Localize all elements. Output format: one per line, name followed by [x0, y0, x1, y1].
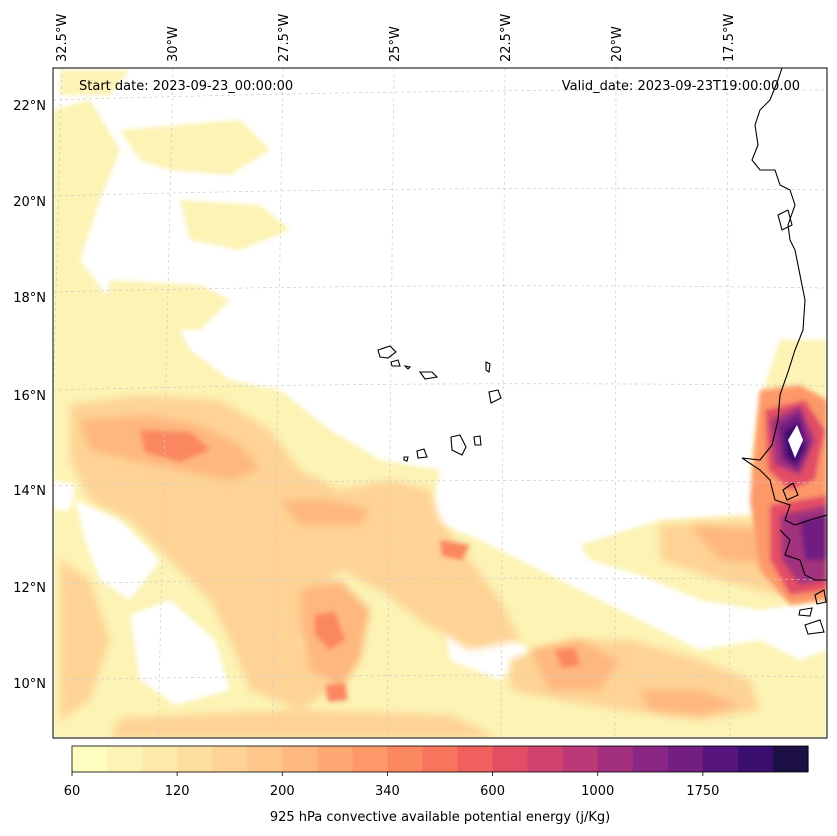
- map-frame: [52, 67, 828, 739]
- colorbar-swatch-12: [492, 746, 529, 772]
- latitude-labels: 22°N 20°N 18°N 16°N 14°N 12°N 10°N: [13, 99, 46, 692]
- colorbar-swatch-18: [702, 746, 739, 772]
- lon-label-4: 22.5°W: [499, 14, 514, 62]
- colorbar-tick-label-6: 1750: [686, 784, 719, 799]
- map-gridlines: [53, 68, 827, 738]
- colorbar-swatches: [72, 746, 809, 772]
- colorbar-tick-label-2: 200: [270, 784, 295, 799]
- colorbar-swatch-15: [597, 746, 634, 772]
- colorbar-tick-label-0: 60: [64, 784, 81, 799]
- lat-label-6: 10°N: [13, 677, 46, 692]
- colorbar-swatch-1: [107, 746, 143, 772]
- colorbar-ticks: 60 120 200 340 600 1000 1750: [64, 772, 719, 799]
- start-date-label: Start date: 2023-09-23_00:00:00: [79, 79, 293, 94]
- lon-label-5: 20°W: [610, 26, 625, 62]
- colorbar-swatch-5: [247, 746, 283, 772]
- colorbar-swatch-14: [562, 746, 599, 772]
- lat-label-1: 20°N: [13, 195, 46, 210]
- colorbar-swatch-10: [422, 746, 459, 772]
- lon-label-3: 25°W: [388, 26, 403, 62]
- colorbar-swatch-6: [282, 746, 318, 772]
- colorbar-tick-label-5: 1000: [581, 784, 614, 799]
- lat-label-2: 18°N: [13, 291, 46, 306]
- cape-contour-field: [53, 70, 827, 738]
- colorbar-tick-label-4: 600: [480, 784, 505, 799]
- colorbar-frame: [71, 745, 809, 773]
- colorbar-swatch-9: [387, 746, 424, 772]
- colorbar-swatch-7: [317, 746, 353, 772]
- longitude-labels: 32.5°W 30°W 27.5°W 25°W 22.5°W 20°W 17.5°W: [55, 14, 737, 62]
- lat-label-3: 16°N: [13, 389, 46, 404]
- valid-date-label: Valid_date: 2023-09-23T19:00:00.00: [562, 79, 800, 94]
- colorbar-tick-label-3: 340: [375, 784, 400, 799]
- lon-label-6: 17.5°W: [722, 14, 737, 62]
- lon-label-2: 27.5°W: [277, 14, 292, 62]
- colorbar-swatch-2: [142, 746, 178, 772]
- cape-verde-islands: [377, 345, 502, 462]
- colorbar: 60 120 200 340 600 1000 1750 925 hPa convectiv…: [64, 745, 809, 825]
- colorbar-swatch-8: [352, 746, 389, 772]
- colorbar-swatch-4: [212, 746, 248, 772]
- colorbar-swatch-13: [527, 746, 564, 772]
- colorbar-swatch-17: [667, 746, 704, 772]
- colorbar-swatch-20: [772, 746, 809, 772]
- colorbar-swatch-0: [72, 746, 108, 772]
- colorbar-swatch-3: [177, 746, 213, 772]
- lat-label-4: 14°N: [13, 484, 46, 499]
- colorbar-swatch-19: [737, 746, 774, 772]
- colorbar-swatch-16: [632, 746, 669, 772]
- lon-label-1: 30°W: [166, 26, 181, 62]
- colorbar-tick-label-1: 120: [165, 784, 190, 799]
- coastlines: [741, 68, 827, 635]
- lat-label-0: 22°N: [13, 99, 46, 114]
- lat-label-5: 12°N: [13, 581, 46, 596]
- colorbar-swatch-11: [457, 746, 494, 772]
- colorbar-label: 925 hPa convective available potential e…: [270, 810, 610, 825]
- lon-label-0: 32.5°W: [55, 14, 70, 62]
- map-area: [53, 68, 827, 738]
